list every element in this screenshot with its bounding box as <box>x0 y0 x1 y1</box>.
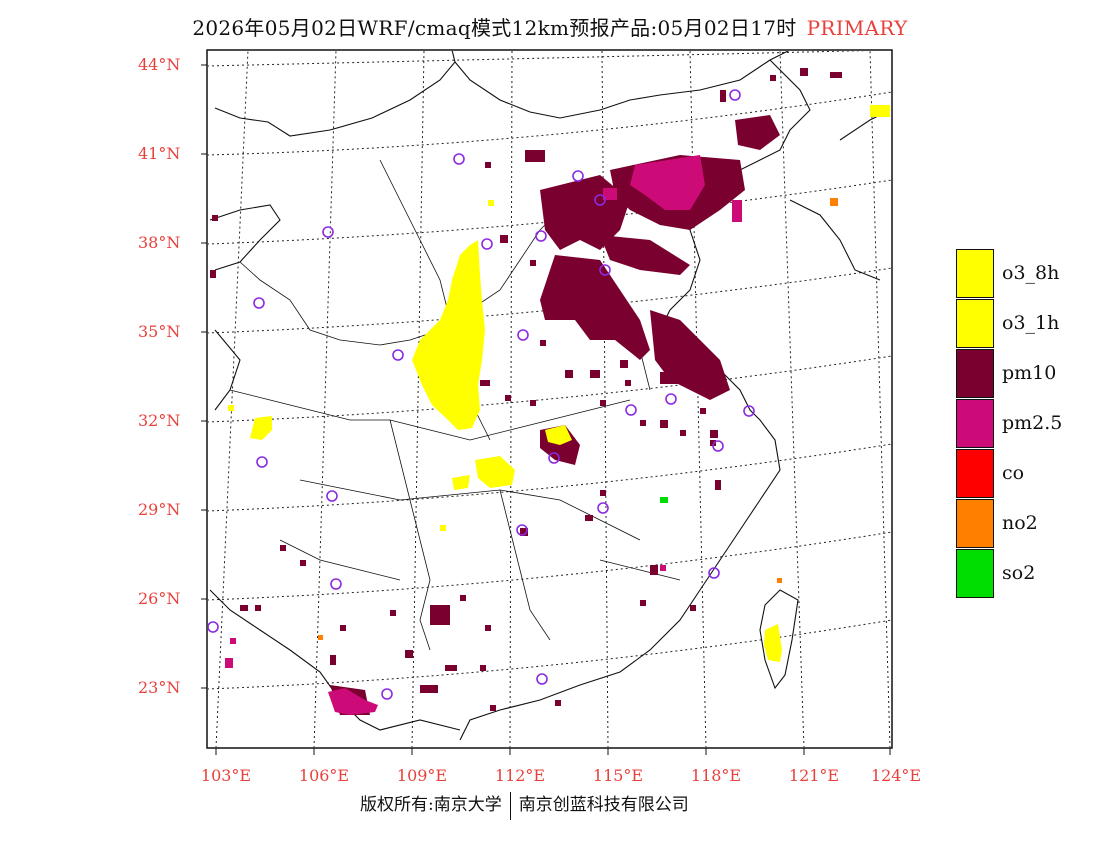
lon-label-121: 121°E <box>788 766 840 785</box>
pm10-scatter <box>210 68 842 711</box>
lat-label-38: 38°N <box>138 233 181 252</box>
pm25-region <box>225 155 742 715</box>
map-title: 2026年05月02日WRF/cmaq模式12km预报产品:05月02日17时 P… <box>0 12 1100 41</box>
legend-swatch <box>956 549 994 598</box>
copyright-left: 版权所有:南京大学 <box>360 795 502 815</box>
lat-label-29: 29°N <box>138 500 181 519</box>
legend-item-pm10: pm10 <box>956 349 1086 399</box>
o3-region <box>228 105 890 662</box>
legend-swatch <box>956 449 994 498</box>
legend-label: o3_8h <box>1002 262 1060 284</box>
lon-label-109: 109°E <box>396 766 448 785</box>
copyright-footer: 版权所有:南京大学 南京创蓝科技有限公司 <box>360 790 689 820</box>
map-frame <box>206 49 893 749</box>
legend-item-o3-1h: o3_1h <box>956 299 1086 349</box>
no2-cell <box>318 635 323 640</box>
lat-label-23: 23°N <box>138 678 181 697</box>
lon-label-106: 106°E <box>298 766 350 785</box>
lat-label-26: 26°N <box>138 589 181 608</box>
legend-label: pm10 <box>1002 362 1057 384</box>
no2-cell <box>830 198 838 206</box>
lat-label-35: 35°N <box>138 322 181 341</box>
station-markers <box>208 89 755 700</box>
legend-swatch <box>956 399 994 448</box>
legend-item-co: co <box>956 449 1086 499</box>
country-borders <box>209 51 891 731</box>
title-pollutant: PRIMARY <box>806 16 908 40</box>
legend-swatch <box>956 499 994 548</box>
lat-label-32: 32°N <box>138 411 181 430</box>
legend-label: co <box>1002 462 1025 484</box>
latitude-gridlines <box>208 51 891 690</box>
copyright-right: 南京创蓝科技有限公司 <box>518 795 689 815</box>
lon-label-118: 118°E <box>690 766 742 785</box>
legend-label: pm2.5 <box>1002 412 1063 434</box>
lon-label-112: 112°E <box>494 766 546 785</box>
legend-label: o3_1h <box>1002 312 1060 334</box>
legend-item-so2: so2 <box>956 549 1086 599</box>
so2-cell <box>660 497 668 503</box>
axis-ticks <box>201 64 891 755</box>
title-main: 2026年05月02日WRF/cmaq模式12km预报产品:05月02日17时 <box>192 16 797 40</box>
copyright-divider <box>509 791 511 820</box>
coastline <box>459 174 881 741</box>
legend-item-no2: no2 <box>956 499 1086 549</box>
legend-label: no2 <box>1002 512 1038 534</box>
lon-label-115: 115°E <box>592 766 644 785</box>
legend-item-pm25: pm2.5 <box>956 399 1086 449</box>
lat-label-41: 41°N <box>138 144 181 163</box>
legend-label: so2 <box>1002 562 1036 584</box>
legend-swatch <box>956 249 994 298</box>
lon-label-124: 124°E <box>870 766 922 785</box>
legend-item-o3-8h: o3_8h <box>956 249 1086 299</box>
lon-label-103: 103°E <box>200 766 252 785</box>
legend-swatch <box>956 349 994 398</box>
legend-swatch <box>956 299 994 348</box>
lat-label-44: 44°N <box>138 55 181 74</box>
no2-cell <box>777 578 782 583</box>
